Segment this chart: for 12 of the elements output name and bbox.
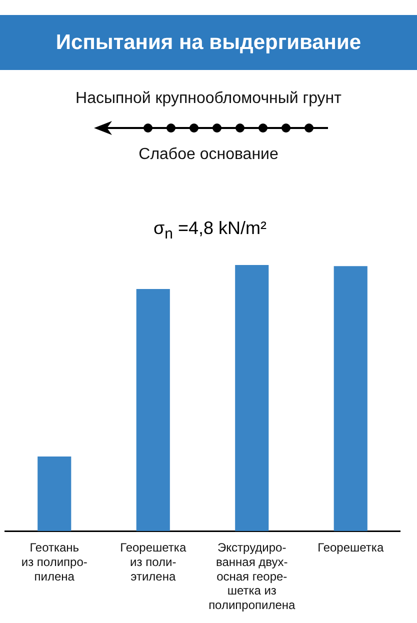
x-tick-label: Георешетка из поли- этилена: [120, 540, 186, 584]
chart-title: Испытания на выдергивание: [0, 15, 417, 70]
bar: [38, 456, 72, 531]
x-tick-label: Георешетка: [318, 540, 384, 555]
bar: [136, 288, 170, 531]
x-tick-label: Геоткань из полипро- пилена: [21, 540, 88, 584]
text: Слабое основание: [138, 146, 280, 164]
bar: [334, 266, 368, 531]
bar: [235, 265, 269, 531]
chart-subtitle: σ$_{n}$ =4,8 kN/m²: [152, 218, 268, 243]
x-tick-label: Экструдиро- ванная двух- осная георе- шетка из полипропилена: [208, 540, 296, 612]
text: Насыпной крупнообломочный грунт: [74, 90, 342, 108]
